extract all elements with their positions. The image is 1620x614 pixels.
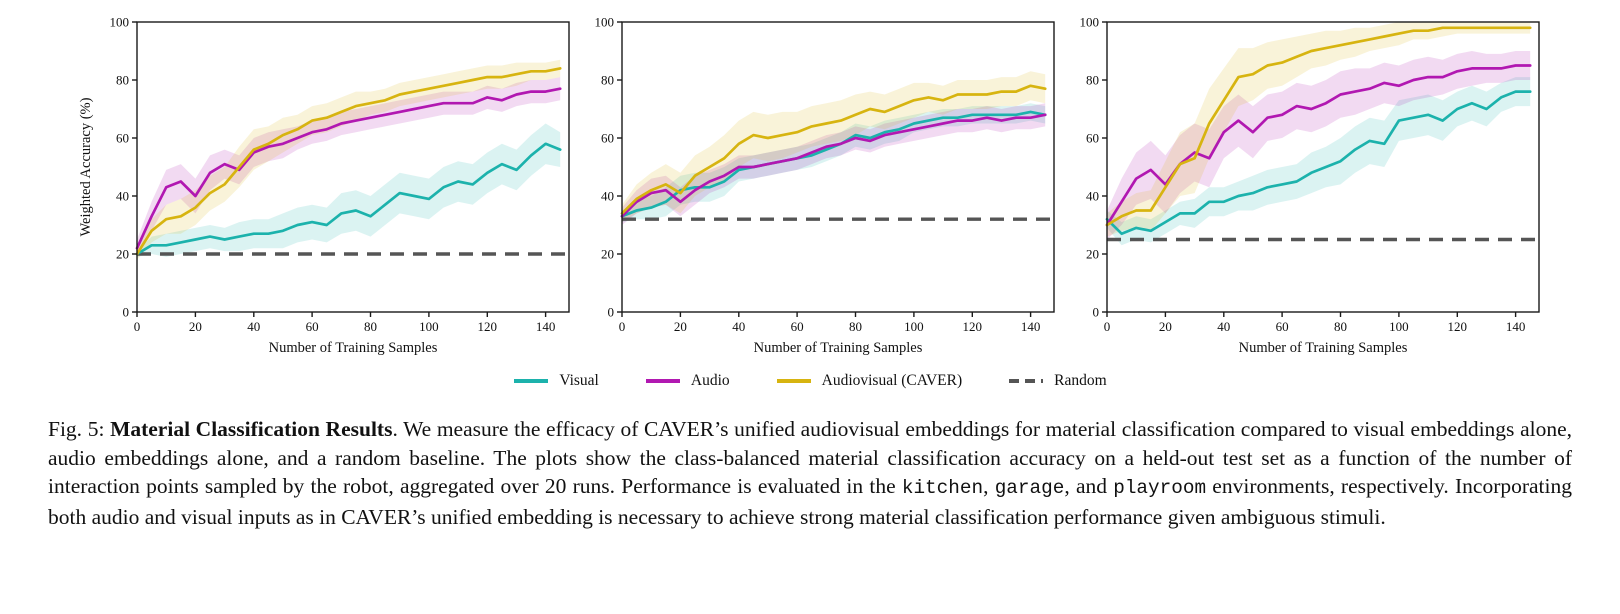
x-axis-label: Number of Training Samples — [1238, 340, 1407, 356]
band-audiovisual — [136, 59, 560, 260]
y-tick-label: 20 — [1086, 247, 1099, 262]
x-tick-label: 100 — [904, 319, 924, 334]
visual-line-swatch-icon — [513, 376, 549, 386]
band-audiovisual — [1106, 22, 1530, 237]
series-line-audiovisual — [1105, 26, 1532, 227]
x-tick-label: 40 — [247, 319, 260, 334]
random-dashed-swatch-icon — [1008, 376, 1044, 386]
x-tick-label: 100 — [1389, 319, 1409, 334]
y-tick-label: 20 — [116, 247, 129, 262]
legend-item-random: Random — [1008, 372, 1107, 390]
y-tick-label: 100 — [594, 15, 614, 30]
y-tick-label: 60 — [1086, 131, 1099, 146]
chart-kitchen: 0 20 40 60 80 100 120 140 0 20 40 60 80 100 Number of … — [75, 10, 576, 365]
figure-caption: Fig. 5: Material Classification Results.… — [48, 415, 1572, 531]
series-line-audio — [620, 113, 1047, 218]
x-tick-label: 0 — [618, 319, 625, 334]
x-tick-label: 80 — [364, 319, 377, 334]
x-tick-label: 60 — [790, 319, 803, 334]
x-tick-label: 120 — [1447, 319, 1467, 334]
series-line-visual — [620, 110, 1047, 218]
band-visual — [136, 123, 560, 257]
x-tick-label: 0 — [1103, 319, 1110, 334]
caption-env-kitchen: kitchen — [901, 477, 984, 499]
x-axis-label: Number of Training Samples — [753, 340, 922, 356]
y-tick-label: 0 — [122, 305, 129, 320]
y-tick-label: 80 — [1086, 73, 1099, 88]
plot-playroom: 0 20 40 60 80 100 120 140 0 20 40 60 80 100 Number of … — [1079, 15, 1540, 356]
y-tick-label: 0 — [1092, 305, 1099, 320]
legend-label-random: Random — [1054, 372, 1107, 389]
legend-label-audiovisual: Audiovisual (CAVER) — [821, 372, 963, 389]
caption-sep-1: , — [983, 474, 995, 498]
x-tick-label: 60 — [305, 319, 318, 334]
legend-item-visual: Visual — [513, 372, 599, 390]
y-tick-label: 80 — [116, 73, 129, 88]
x-tick-label: 140 — [1020, 319, 1040, 334]
series-line-audiovisual — [135, 67, 562, 256]
legend: Visual Audio Audiovisual (CAVER) Random — [0, 369, 1620, 393]
plot-garage: 0 20 40 60 80 100 120 140 0 20 40 60 80 100 Number of … — [594, 15, 1055, 356]
y-tick-label: 60 — [601, 131, 614, 146]
y-tick-label: 60 — [116, 131, 129, 146]
charts-row: 0 20 40 60 80 100 120 140 0 20 40 60 80 100 Number of … — [0, 10, 1620, 365]
y-tick-label: 100 — [1079, 15, 1099, 30]
caption-fig-label: Fig. 5: — [48, 417, 111, 441]
series-line-visual — [135, 142, 562, 256]
series-line-audiovisual — [620, 84, 1047, 215]
x-axis-label: Number of Training Samples — [268, 340, 437, 356]
chart-garage: 0 20 40 60 80 100 120 140 0 20 40 60 80 100 Number of … — [576, 10, 1061, 365]
x-tick-label: 20 — [673, 319, 686, 334]
band-audio — [621, 103, 1045, 225]
caption-body-2: environments, respectively. Incorporatin… — [48, 474, 1573, 529]
x-tick-label: 40 — [732, 319, 745, 334]
y-tick-label: 100 — [109, 15, 129, 30]
y-tick-label: 80 — [601, 73, 614, 88]
caption-title: Material Classification Results — [110, 417, 393, 441]
x-tick-label: 40 — [1217, 319, 1230, 334]
legend-label-audio: Audio — [690, 372, 730, 389]
plot-kitchen: 0 20 40 60 80 100 120 140 0 20 40 60 80 100 Number of … — [78, 15, 570, 356]
y-tick-label: 40 — [116, 189, 129, 204]
legend-label-visual: Visual — [559, 372, 599, 389]
x-tick-label: 60 — [1275, 319, 1288, 334]
band-visual — [621, 103, 1045, 223]
plot-box — [1105, 21, 1540, 313]
x-tick-label: 120 — [962, 319, 982, 334]
y-tick-label: 0 — [607, 305, 614, 320]
x-tick-label: 140 — [1505, 319, 1525, 334]
y-tick-label: 40 — [601, 189, 614, 204]
x-tick-label: 100 — [419, 319, 439, 334]
x-tick-label: 140 — [535, 319, 555, 334]
caption-body-1: . We measure the efficacy of CAVER’s uni… — [48, 417, 1572, 498]
series-line-visual — [1105, 90, 1532, 236]
figure-material-classification: 0 20 40 60 80 100 120 140 0 20 40 60 80 100 Number of … — [0, 10, 1620, 531]
audiovisual-line-swatch-icon — [776, 376, 812, 386]
series-line-audio — [135, 87, 562, 250]
plot-box — [135, 21, 570, 313]
legend-item-audiovisual: Audiovisual (CAVER) — [776, 372, 963, 390]
plot-box — [620, 21, 1055, 313]
band-audio — [1106, 51, 1530, 240]
y-axis-label: Weighted Accuracy (%) — [78, 97, 94, 236]
caption-sep-2: , and — [1064, 474, 1114, 498]
x-tick-label: 120 — [477, 319, 497, 334]
x-tick-label: 80 — [1334, 319, 1347, 334]
band-audiovisual — [621, 71, 1045, 223]
y-tick-label: 20 — [601, 247, 614, 262]
x-tick-label: 0 — [133, 319, 140, 334]
x-tick-label: 80 — [849, 319, 862, 334]
x-tick-label: 20 — [1158, 319, 1171, 334]
y-tick-label: 40 — [1086, 189, 1099, 204]
chart-playroom: 0 20 40 60 80 100 120 140 0 20 40 60 80 100 Number of … — [1061, 10, 1546, 365]
caption-env-playroom: playroom — [1113, 477, 1207, 499]
audio-line-swatch-icon — [645, 376, 681, 386]
band-visual — [1106, 77, 1530, 246]
caption-env-garage: garage — [994, 477, 1065, 499]
x-tick-label: 20 — [188, 319, 201, 334]
legend-item-audio: Audio — [645, 372, 730, 390]
